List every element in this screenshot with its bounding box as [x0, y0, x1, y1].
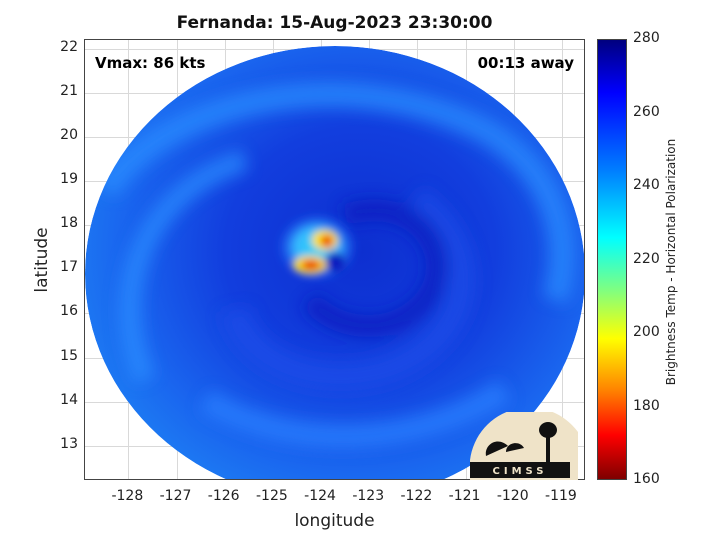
chart-title: Fernanda: 15-Aug-2023 23:30:00	[176, 13, 493, 33]
x-tick-label: -122	[400, 488, 433, 504]
y-tick-label: 16	[60, 303, 78, 320]
colorbar-tick-label: 240	[633, 177, 660, 193]
time-offset-label: 00:13 away	[477, 54, 574, 72]
colorbar-tick-label: 260	[633, 103, 660, 120]
y-tick-label: 22	[60, 38, 78, 55]
x-tick-label: -121	[448, 488, 481, 504]
x-tick-label: -123	[352, 488, 385, 504]
colorbar-tick-label: 220	[633, 250, 660, 267]
y-tick-label: 21	[60, 82, 78, 99]
y-tick-label: 15	[60, 347, 78, 364]
colorbar-tick-label: 280	[633, 30, 660, 46]
x-tick-label: -120	[496, 488, 529, 504]
y-tick-label: 13	[60, 435, 78, 452]
x-tick-label: -128	[111, 488, 144, 504]
cimss-logo: CIMSS	[470, 412, 578, 480]
y-tick-label: 20	[60, 127, 78, 144]
y-tick-label: 19	[60, 171, 78, 188]
logo-tower	[546, 436, 550, 462]
vmax-label: Vmax: 86 kts	[95, 54, 206, 72]
y-tick-label: 14	[60, 391, 78, 408]
eyewall-red-north	[321, 235, 333, 247]
eye-dark	[325, 252, 345, 272]
y-axis-label: latitude	[32, 227, 52, 293]
x-tick-label: -124	[304, 488, 336, 504]
colorbar-label: Brightness Temp - Horizontal Polarizatio…	[664, 138, 678, 386]
rainband-south	[198, 379, 512, 449]
plot-area: Vmax: 86 kts 00:13 away	[84, 39, 585, 480]
microwave-swath-image	[85, 46, 584, 479]
logo-water-tank	[539, 422, 557, 438]
logo-base	[470, 462, 570, 478]
rainband-inner-east	[220, 187, 476, 392]
x-tick-label: -125	[255, 488, 288, 504]
y-tick-label: 17	[60, 259, 78, 276]
logo-satellite-dishes	[485, 441, 524, 456]
x-tick-label: -126	[207, 488, 240, 504]
y-tick-label: 18	[60, 215, 78, 232]
colorbar-tick-label: 160	[633, 471, 660, 487]
x-tick-label: -119	[545, 488, 577, 504]
colorbar	[597, 39, 627, 480]
eyewall-red-south	[301, 260, 321, 270]
colorbar-tick-label: 180	[633, 397, 660, 414]
rainband-eyewall-spiral	[301, 199, 449, 337]
rainband-outer-west	[118, 149, 249, 385]
x-tick-label: -127	[159, 488, 192, 504]
logo-text: CIMSS	[493, 466, 548, 477]
x-axis-label: longitude	[294, 511, 375, 531]
colorbar-tick-label: 200	[633, 324, 660, 340]
rainband-outer-north	[94, 81, 576, 305]
